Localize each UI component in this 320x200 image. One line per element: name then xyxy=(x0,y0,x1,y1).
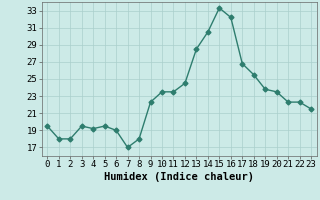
X-axis label: Humidex (Indice chaleur): Humidex (Indice chaleur) xyxy=(104,172,254,182)
